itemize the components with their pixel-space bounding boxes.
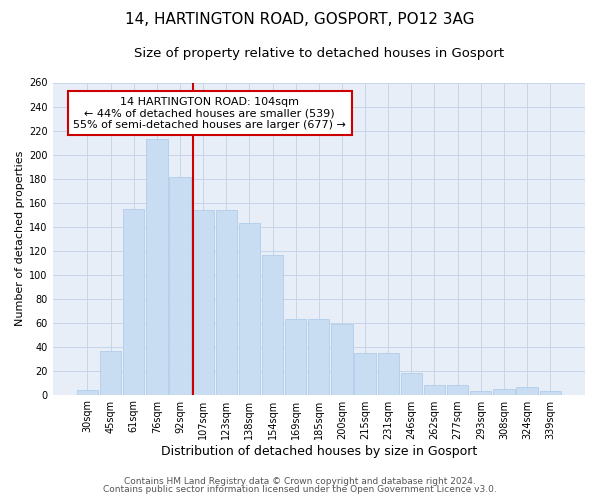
Bar (470, 391, 491, 394)
Bar (401, 373, 422, 394)
Bar (215, 210, 237, 394)
Bar (193, 210, 214, 394)
Bar (262, 256, 283, 394)
Bar (377, 352, 399, 395)
Bar (100, 352, 121, 395)
Bar (239, 223, 260, 394)
Text: 14, HARTINGTON ROAD, GOSPORT, PO12 3AG: 14, HARTINGTON ROAD, GOSPORT, PO12 3AG (125, 12, 475, 28)
Title: Size of property relative to detached houses in Gosport: Size of property relative to detached ho… (134, 48, 504, 60)
Bar (424, 385, 445, 394)
X-axis label: Distribution of detached houses by size in Gosport: Distribution of detached houses by size … (161, 444, 477, 458)
Bar (331, 324, 353, 394)
Bar (308, 319, 329, 394)
Bar (447, 385, 468, 394)
Bar (517, 388, 538, 394)
Bar (285, 319, 307, 394)
Bar (77, 390, 98, 394)
Bar (123, 208, 145, 394)
Bar (539, 391, 561, 394)
Text: 14 HARTINGTON ROAD: 104sqm
← 44% of detached houses are smaller (539)
55% of sem: 14 HARTINGTON ROAD: 104sqm ← 44% of deta… (73, 96, 346, 130)
Bar (355, 352, 376, 395)
Text: Contains HM Land Registry data © Crown copyright and database right 2024.: Contains HM Land Registry data © Crown c… (124, 477, 476, 486)
Bar (169, 178, 191, 394)
Text: Contains public sector information licensed under the Open Government Licence v3: Contains public sector information licen… (103, 484, 497, 494)
Bar (146, 139, 167, 394)
Y-axis label: Number of detached properties: Number of detached properties (15, 151, 25, 326)
Bar (493, 388, 515, 394)
